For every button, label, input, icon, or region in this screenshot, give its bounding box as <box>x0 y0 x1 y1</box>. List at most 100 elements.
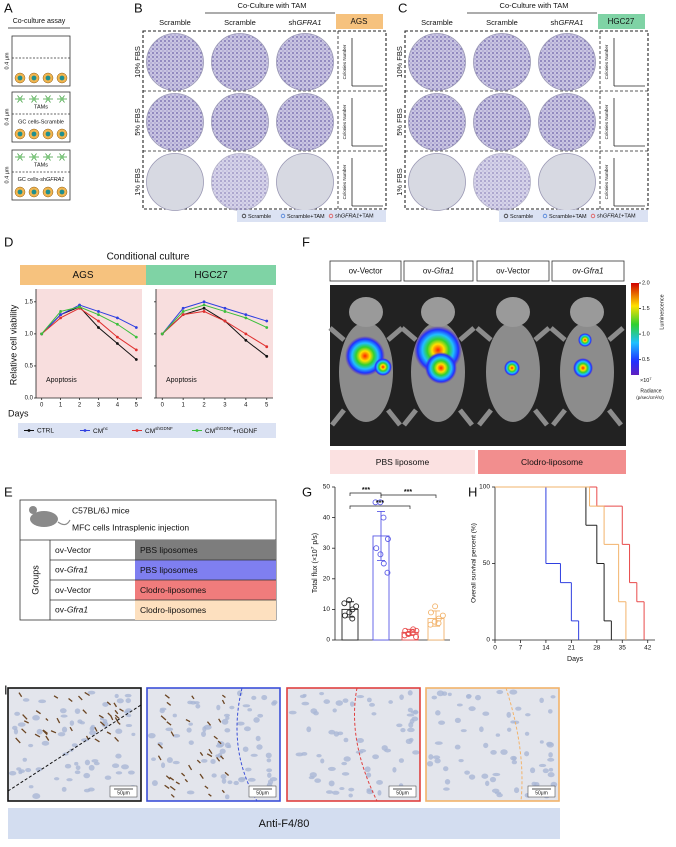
nucleus <box>219 748 226 754</box>
point <box>78 303 81 307</box>
point <box>244 332 248 336</box>
pore-label: 0.4 μm <box>4 166 10 183</box>
nucleus <box>267 772 272 778</box>
nucleus <box>124 710 129 714</box>
group-label: ov-Vector <box>496 267 530 276</box>
f480-stain <box>170 731 175 737</box>
scale-box <box>527 785 556 798</box>
y-tick-label: 20 <box>323 576 331 583</box>
panel-label: I <box>4 682 8 697</box>
nucleus <box>513 720 520 725</box>
text-part: nc <box>103 426 109 431</box>
f480-stain <box>15 737 21 744</box>
point <box>59 313 63 317</box>
nucleus <box>28 743 34 748</box>
f480-stain <box>164 784 170 789</box>
nucleus <box>434 741 443 745</box>
nucleus <box>225 716 230 720</box>
row-label: 10% FBS <box>395 46 404 78</box>
nucleus <box>539 697 544 704</box>
point <box>413 633 420 640</box>
nucleus <box>266 758 272 763</box>
f480-stain <box>68 698 73 703</box>
nucleus <box>22 757 28 762</box>
nucleus <box>124 693 132 698</box>
dish <box>538 33 596 91</box>
point <box>346 597 353 604</box>
nucleus <box>342 698 349 703</box>
pore-label: 0.4 μm <box>4 108 10 125</box>
signal <box>374 358 392 376</box>
nucleus <box>188 740 194 745</box>
significance: *** <box>404 489 412 496</box>
cell-line: AGS <box>351 17 368 26</box>
nucleus <box>301 751 308 756</box>
x-tick-label: 5 <box>265 403 269 409</box>
y-label: Total flux (×107 p/s) <box>310 533 319 593</box>
point <box>342 612 348 619</box>
nucleus <box>547 709 553 714</box>
x-tick-label: 7 <box>519 645 523 652</box>
f480-stain <box>119 708 124 712</box>
legend-marker <box>280 213 286 219</box>
point <box>432 603 439 610</box>
nucleus <box>17 131 23 137</box>
nucleus <box>131 732 136 737</box>
x-tick-label: 0 <box>40 403 44 409</box>
nucleus <box>115 728 123 734</box>
dish <box>538 153 596 211</box>
treatment: PBS liposomes <box>140 545 198 555</box>
point <box>353 603 360 610</box>
y-label: Overall survival percent (%) <box>471 523 478 603</box>
nucleus <box>227 780 233 785</box>
panel-label: C <box>398 0 407 15</box>
scale-label: 50μm <box>117 790 130 796</box>
group: ov-Gfra1 <box>55 605 88 615</box>
nucleus <box>79 721 85 725</box>
tam-label: TAMs <box>34 104 48 110</box>
point <box>181 306 185 310</box>
nucleus <box>89 730 97 736</box>
nucleus <box>388 700 393 704</box>
point <box>428 609 434 616</box>
colorbar-exponent: ×107 <box>640 377 651 384</box>
signal <box>425 352 457 384</box>
treatment-cell <box>135 560 276 580</box>
dish <box>146 33 204 91</box>
strain: C57BL/6J mice <box>72 505 130 515</box>
x-tick-label: 21 <box>568 645 576 652</box>
nucleus <box>412 709 419 715</box>
nucleus <box>61 786 67 792</box>
nucleus <box>364 766 371 773</box>
column-label: Scramble <box>159 18 191 27</box>
nucleus <box>468 774 476 780</box>
nucleus <box>481 773 489 779</box>
nucleus <box>45 75 51 81</box>
legend-label: Scramble+TAM <box>549 214 587 220</box>
mouse-leg <box>330 408 346 427</box>
y-tick-label: 100 <box>479 484 490 491</box>
f480-stain <box>208 748 213 755</box>
row-label: 5% FBS <box>395 108 404 136</box>
nucleus <box>314 778 322 783</box>
point <box>349 606 356 613</box>
nucleus <box>125 698 131 704</box>
nucleus <box>233 780 239 786</box>
point <box>244 313 248 317</box>
mouse-head <box>421 297 455 327</box>
nucleus <box>432 755 441 760</box>
colorbar-label: 2.0 <box>642 280 650 286</box>
legend-label: Scramble+TAM <box>287 214 325 220</box>
mouse-leg <box>386 326 404 342</box>
text-part: Total flux (×10 <box>312 549 319 593</box>
point <box>384 569 391 576</box>
f480-stain <box>170 793 175 798</box>
nucleus <box>435 710 441 716</box>
nucleus <box>377 790 382 796</box>
point <box>115 322 119 326</box>
f480-stain <box>166 721 172 726</box>
f480-stain <box>106 731 112 735</box>
text-part: ov- <box>423 267 434 276</box>
scale-label: 50μm <box>256 790 269 796</box>
mini-y-label: Colonies Number <box>604 44 609 79</box>
